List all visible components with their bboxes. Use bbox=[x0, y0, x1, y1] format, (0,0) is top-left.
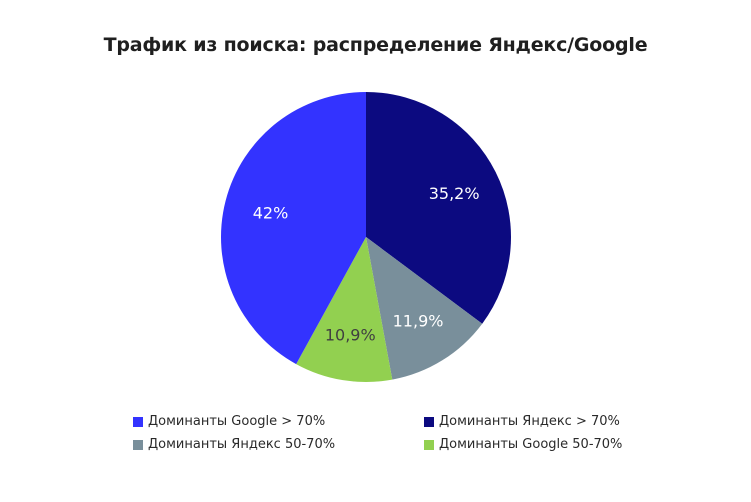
pie-slice bbox=[366, 92, 511, 324]
slice-value-label: 11,9% bbox=[393, 312, 444, 331]
legend-label: Доминанты Яндекс > 70% bbox=[439, 414, 620, 429]
pie-slices bbox=[221, 92, 511, 382]
chart-title: Трафик из поиска: распределение Яндекс/G… bbox=[103, 34, 648, 56]
legend-item-yandex-70: Доминанты Яндекс > 70% bbox=[424, 414, 620, 429]
legend-swatch-icon bbox=[424, 416, 434, 427]
legend-swatch-icon bbox=[133, 416, 143, 427]
legend-swatch-icon bbox=[424, 439, 434, 450]
legend-item-google-70: Доминанты Google > 70% bbox=[133, 414, 325, 429]
legend-label: Доминанты Google 50-70% bbox=[439, 437, 623, 452]
legend-label: Доминанты Google > 70% bbox=[148, 414, 326, 429]
legend-label: Доминанты Яндекс 50-70% bbox=[148, 437, 336, 452]
slice-value-label: 42% bbox=[253, 203, 289, 222]
legend-item-yandex-50-70: Доминанты Яндекс 50-70% bbox=[133, 437, 335, 452]
pie-slice bbox=[366, 237, 483, 380]
pie-labels: 35,2% 11,9% 10,9% 42% bbox=[253, 184, 480, 345]
legend-item-google-50-70: Доминанты Google 50-70% bbox=[424, 437, 622, 452]
pie-slice bbox=[221, 92, 366, 365]
slice-value-label: 35,2% bbox=[429, 184, 480, 203]
pie-slice bbox=[296, 237, 393, 382]
legend-swatch-icon bbox=[133, 439, 143, 450]
slice-value-label: 10,9% bbox=[325, 325, 376, 344]
